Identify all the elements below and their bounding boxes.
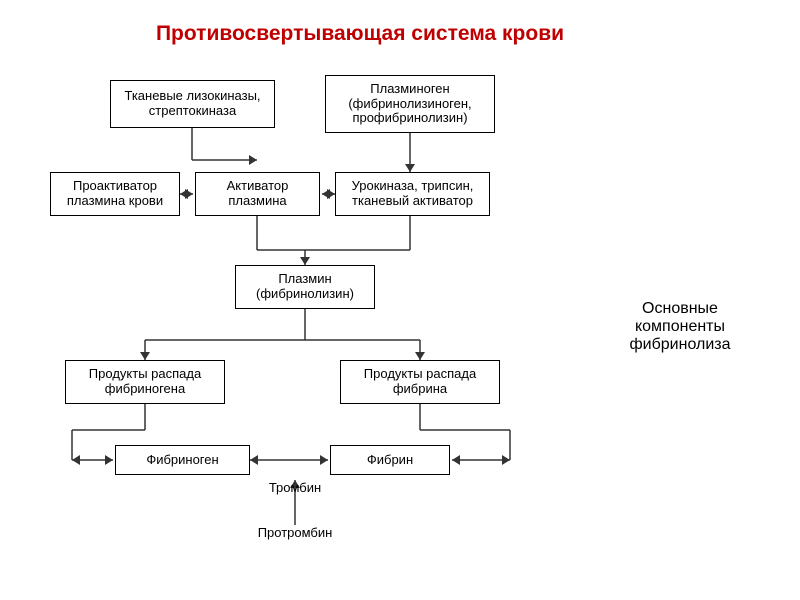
node-n4: Активатор плазмина: [195, 172, 320, 216]
node-n2: Плазминоген (фибринолизиноген, профибрин…: [325, 75, 495, 133]
node-n9: Фибриноген: [115, 445, 250, 475]
node-n7: Продукты распада фибриногена: [65, 360, 225, 404]
node-n3: Проактиватор плазмина крови: [50, 172, 180, 216]
page-title: Противосвертывающая система крови: [120, 22, 600, 46]
page-subtitle: Основные компоненты фибринолиза: [605, 300, 755, 354]
node-n5: Урокиназа, трипсин, тканевый активатор: [335, 172, 490, 216]
label-l1: Тромбин: [255, 480, 335, 500]
node-n8: Продукты распада фибрина: [340, 360, 500, 404]
node-n10: Фибрин: [330, 445, 450, 475]
label-l2: Протромбин: [240, 525, 350, 545]
node-n1: Тканевые лизокиназы, стрептокиназа: [110, 80, 275, 128]
node-n6: Плазмин (фибринолизин): [235, 265, 375, 309]
